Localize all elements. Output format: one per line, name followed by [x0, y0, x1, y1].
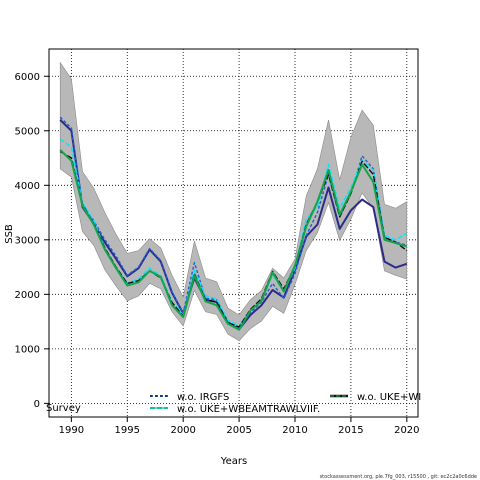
- x-tick-label: 2010: [282, 425, 307, 436]
- y-tick-label: 5000: [15, 126, 40, 137]
- footer-credit: stockassessment.org, ple.7fg_003, r15500…: [320, 474, 477, 480]
- y-tick-label: 1000: [15, 344, 40, 355]
- y-tick-label: 3000: [15, 235, 40, 246]
- series-line-4: [59, 149, 408, 331]
- y-tick-label: 2000: [15, 290, 40, 301]
- y-axis-ticks: 0 1000 2000 3000 4000 5000 6000: [15, 72, 49, 410]
- y-axis-title: SSB: [4, 224, 15, 244]
- survey-annotation: Survey: [46, 403, 81, 414]
- x-tick-label: 2000: [170, 425, 195, 436]
- x-tick-label: 2015: [338, 425, 363, 436]
- legend-label-uke-wi: w.o. UKE+WI: [357, 392, 421, 403]
- x-tick-label: 2020: [394, 425, 419, 436]
- plot-frame: [48, 48, 419, 418]
- series-lines: [59, 116, 408, 331]
- legend: w.o. IRGFS w.o. UKE+WBEAMTRAWLVIIF. w.o.…: [150, 392, 421, 415]
- legend-label-uke-wbeamtrawl: w.o. UKE+WBEAMTRAWLVIIF.: [177, 404, 320, 415]
- legend-label-irgfs: w.o. IRGFS: [177, 392, 229, 403]
- y-tick-label: 6000: [15, 72, 40, 83]
- x-tick-label: 2005: [226, 425, 251, 436]
- x-tick-label: 1995: [115, 425, 140, 436]
- grid-lines: [49, 49, 418, 417]
- x-tick-label: 1990: [59, 425, 84, 436]
- y-tick-label: 0: [34, 399, 40, 410]
- y-tick-label: 4000: [15, 181, 40, 192]
- x-axis-ticks: 1990 1995 2000 2005 2010 2015 2020: [59, 417, 420, 436]
- series-line-2: [59, 138, 408, 327]
- series-line-3: [59, 150, 408, 328]
- x-axis-title: Years: [220, 456, 247, 467]
